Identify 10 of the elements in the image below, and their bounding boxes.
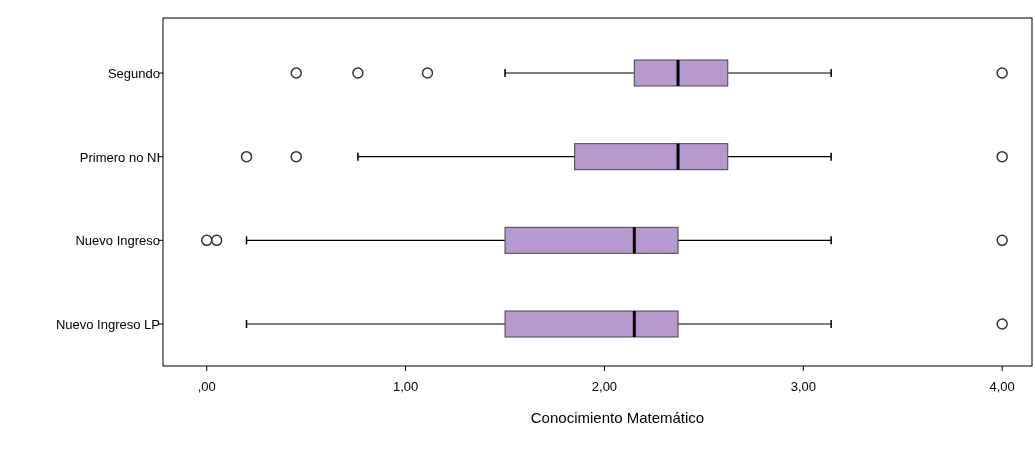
y-tick-label: Segundo [107,66,160,81]
y-tick-label: Nuevo Ingreso LP [55,317,160,332]
y-tick-label: Nuevo Ingreso [75,233,160,249]
y-tick-label: Primero no NI [79,149,160,165]
x-tick-label: 3,00 [790,379,816,394]
x-tick-label: ,00 [197,379,216,394]
x-tick-label: 4,00 [989,379,1015,394]
x-tick-label: 1,00 [392,379,419,394]
x-axis-title: Conocimiento Matemático [530,409,705,426]
x-tick-label: 2,00 [591,379,618,394]
